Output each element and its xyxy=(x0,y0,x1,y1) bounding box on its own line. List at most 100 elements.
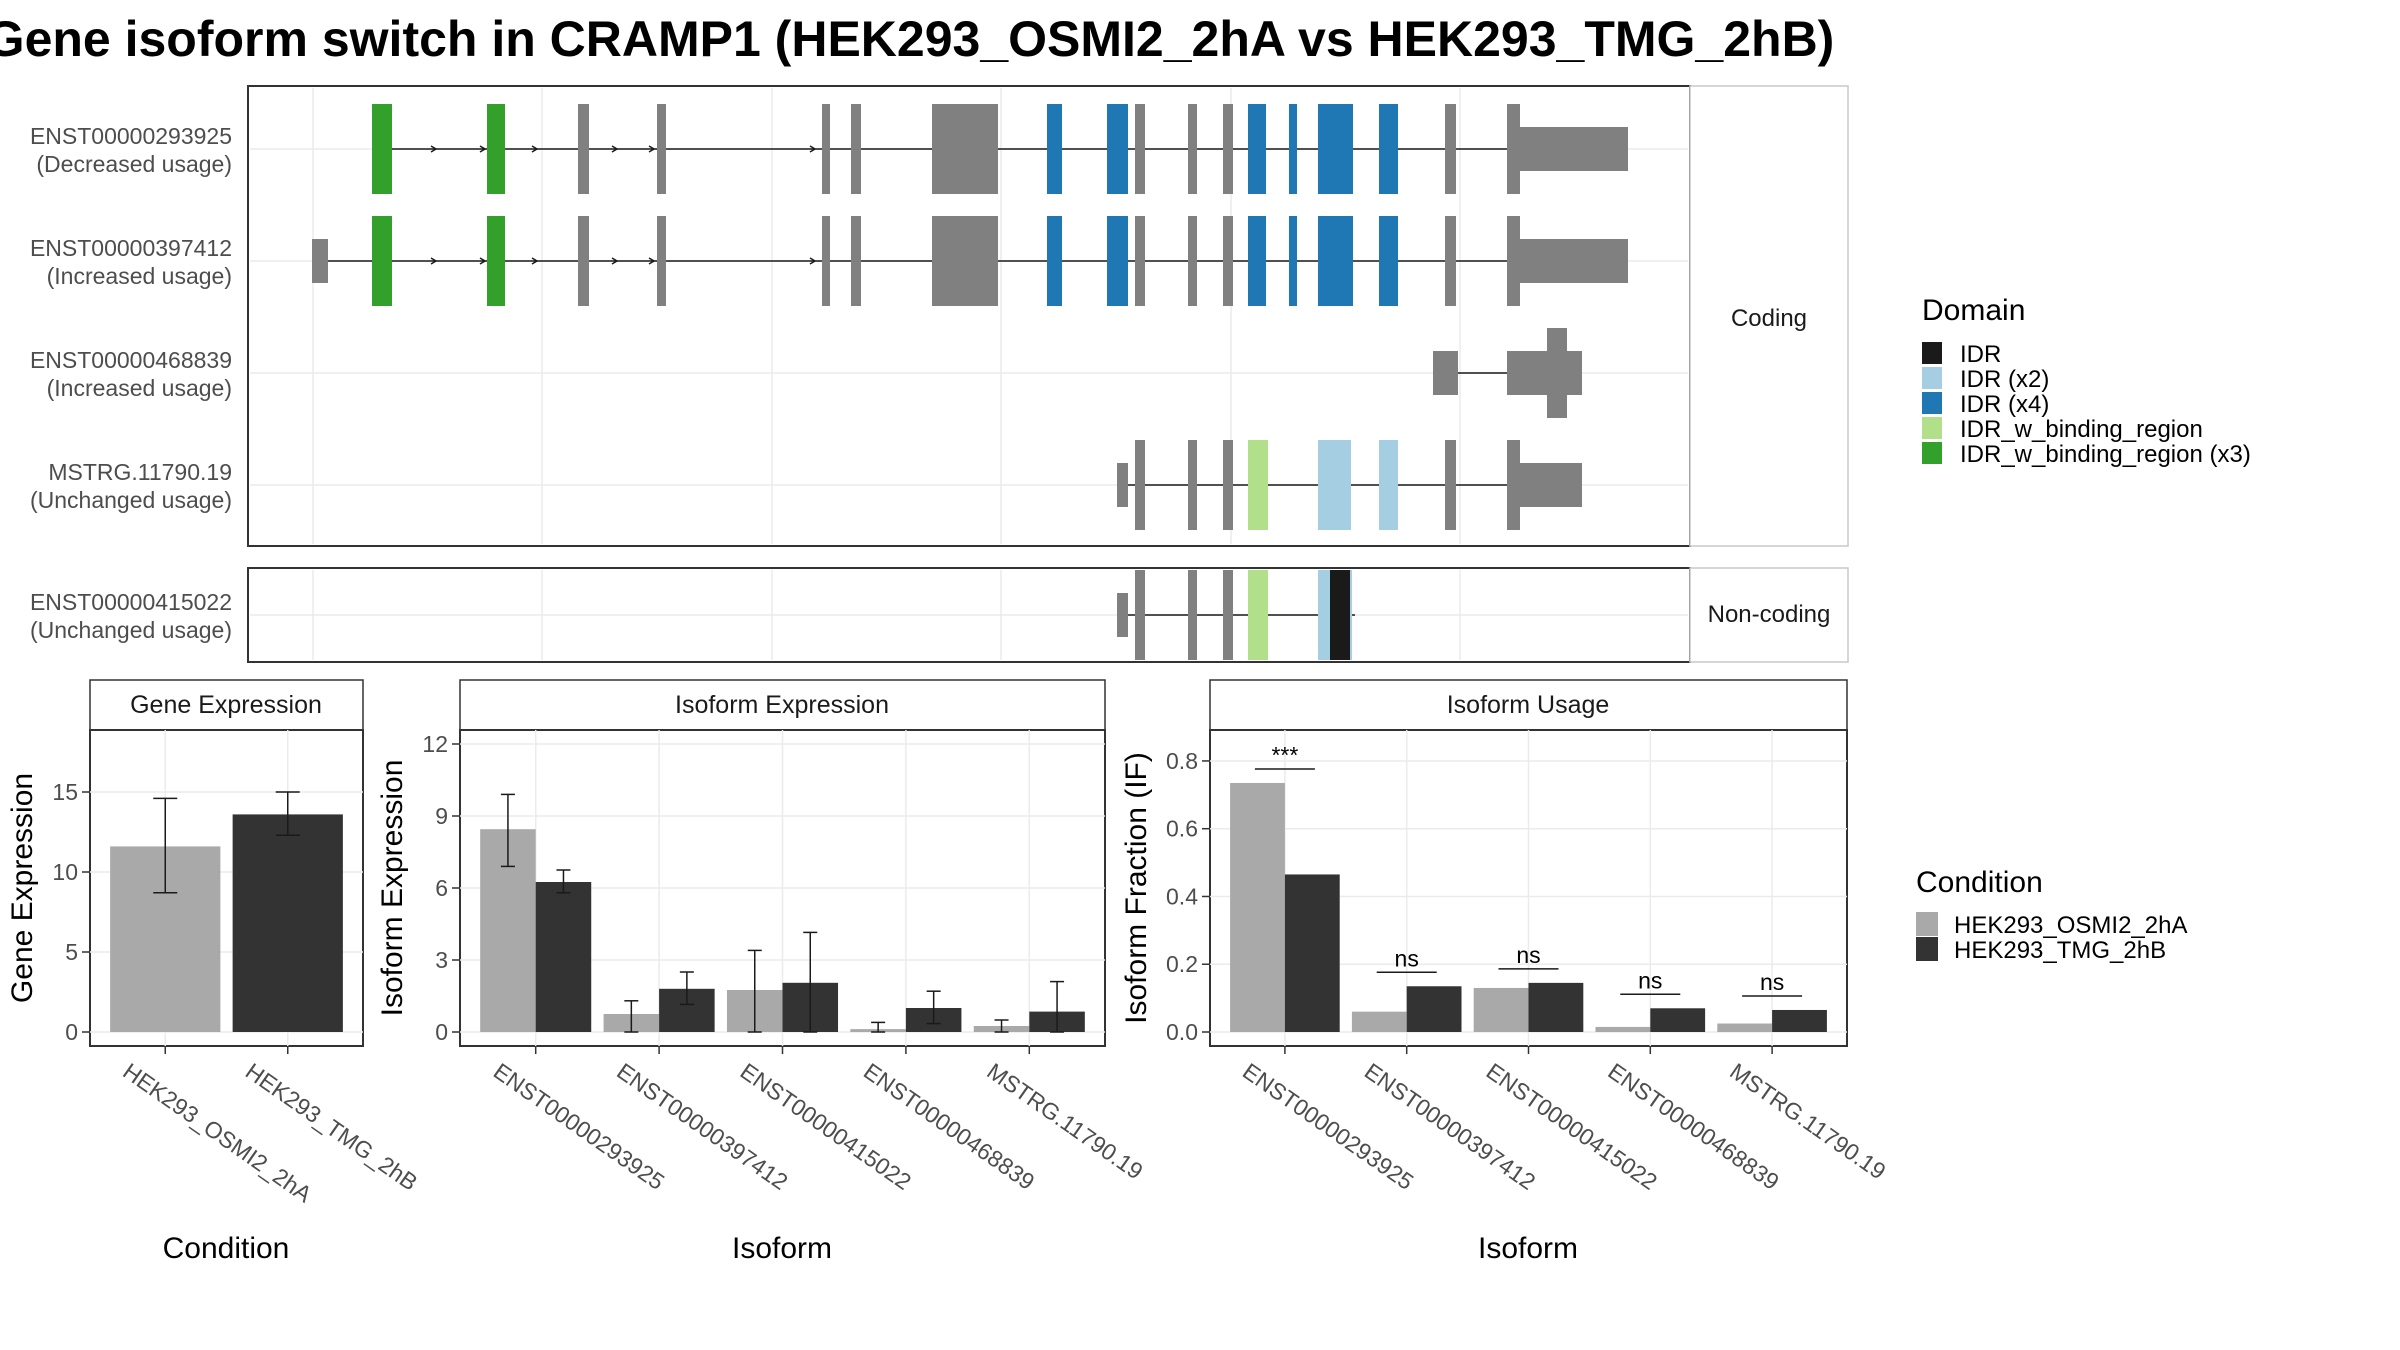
exon-coding xyxy=(1547,328,1567,418)
strand-arrow xyxy=(479,257,487,265)
exon-coding xyxy=(1135,570,1145,660)
isoform-expression-xlabel: Isoform xyxy=(732,1232,832,1265)
gene-expression-panel: Gene Expression 051015HEK293_OSMI2_2hAHE… xyxy=(6,679,422,1265)
transcript-ENST00000415022 xyxy=(1117,570,1355,660)
exon-coding xyxy=(822,216,830,306)
exon-domain-idr-w-binding-region-x3 xyxy=(372,216,392,306)
exon-coding xyxy=(1223,104,1233,194)
significance-label-3: ns xyxy=(1638,967,1662,993)
condition-legend-label-a: HEK293_OSMI2_2hA xyxy=(1954,912,2187,939)
errorbar-0-0 xyxy=(500,793,515,868)
strand-arrow xyxy=(648,257,656,265)
isoform-expression-strip xyxy=(459,679,1106,731)
transcript-ENST00000293925 xyxy=(372,104,1628,194)
exon-domain-idr-x4 xyxy=(1289,216,1297,306)
exon-coding xyxy=(1135,104,1145,194)
strand-arrow xyxy=(531,257,539,265)
bar-0-3 xyxy=(1595,1026,1651,1032)
exon-coding xyxy=(1507,440,1520,530)
exon-domain-idr-w-binding-region-x3 xyxy=(487,216,505,306)
ytick-label-0: 0 xyxy=(65,1019,78,1045)
domain-legend-key-idr-x4 xyxy=(1922,392,1942,414)
domain-legend-key-idr xyxy=(1922,342,1942,364)
bar-1-1 xyxy=(1406,986,1462,1032)
isoform-expression-marks xyxy=(480,793,1085,1033)
significance-label-4: ns xyxy=(1760,969,1784,995)
isoform-usage-title: Isoform Usage xyxy=(1447,691,1610,719)
facet-strip-coding xyxy=(1689,85,1849,547)
bar-1-0 xyxy=(1284,874,1340,1032)
errorbar-1-4 xyxy=(1050,980,1065,1033)
condition-legend: Condition HEK293_OSMI2_2hA HEK293_TMG_2h… xyxy=(1916,866,2187,964)
errorbar-1-2 xyxy=(803,931,818,1033)
exon-coding xyxy=(932,216,998,306)
isoform-label-id-0: ENST00000293925 xyxy=(30,123,232,149)
exon-coding xyxy=(1507,104,1520,194)
isoform-row-labels: ENST00000293925 (Decreased usage) ENST00… xyxy=(30,123,232,643)
transcript-ENST00000397412 xyxy=(312,216,1628,306)
strand-arrow xyxy=(809,145,817,153)
gene-expression-title: Gene Expression xyxy=(130,691,322,719)
exon-coding xyxy=(1188,570,1197,660)
exon-coding xyxy=(1445,440,1456,530)
exon-utr xyxy=(1507,351,1582,395)
exon-domain-idr-x2 xyxy=(1318,440,1351,530)
errorbar-0-1 xyxy=(275,791,300,836)
exon-utr xyxy=(1117,463,1128,507)
exon-domain-idr-x4 xyxy=(1107,216,1128,306)
bar-0-1 xyxy=(1351,1011,1407,1032)
bar-0-2 xyxy=(1473,987,1529,1032)
plot-title: Gene isoform switch in CRAMP1 (HEK293_OS… xyxy=(0,11,1834,67)
significance-label-0: *** xyxy=(1271,742,1298,768)
exon-domain-idr-x4 xyxy=(1047,104,1062,194)
ytick-label-3: 0.6 xyxy=(1166,816,1198,842)
exon-coding xyxy=(657,104,666,194)
bar-0-1 xyxy=(232,814,343,1032)
structure-panel-noncoding: Non-coding xyxy=(247,567,1849,663)
facet-label-noncoding: Non-coding xyxy=(1708,601,1831,628)
isoform-label-usage-1: (Increased usage) xyxy=(47,263,232,289)
isoform-usage-ylabel: Isoform Fraction (IF) xyxy=(1120,752,1153,1024)
exon-coding xyxy=(1135,216,1145,306)
ytick-label-1: 5 xyxy=(65,939,78,965)
exon-coding xyxy=(578,104,589,194)
exon-coding xyxy=(1445,216,1456,306)
exon-utr xyxy=(1117,593,1128,637)
gene-expression-xlabel: Condition xyxy=(163,1232,290,1265)
isoform-label-id-4: ENST00000415022 xyxy=(30,589,232,615)
ytick-label-3: 9 xyxy=(435,803,448,829)
structure-panel-coding: Coding xyxy=(247,85,1849,547)
condition-legend-title: Condition xyxy=(1916,866,2043,899)
exon-coding xyxy=(822,104,830,194)
isoform-label-usage-4: (Unchanged usage) xyxy=(30,617,232,643)
facet-label-coding: Coding xyxy=(1731,305,1807,332)
domain-legend-key-idr-binding xyxy=(1922,417,1942,439)
ytick-label-1: 0.2 xyxy=(1166,951,1198,977)
isoform-expression-ylabel: Isoform Expression xyxy=(376,760,409,1017)
isoform-usage-panel: Isoform Usage 0.00.20.40.60.8ENST0000029… xyxy=(1120,679,1891,1265)
exon-coding xyxy=(1223,570,1233,660)
ytick-label-4: 12 xyxy=(422,731,448,757)
exon-coding xyxy=(1188,440,1197,530)
strand-arrow xyxy=(809,257,817,265)
exon-coding xyxy=(851,216,861,306)
domain-legend-label-idr-x2: IDR (x2) xyxy=(1960,366,2049,393)
gene-expression-ylabel: Gene Expression xyxy=(6,773,39,1003)
noncoding-gridlines xyxy=(250,570,1688,660)
errorbar-1-0 xyxy=(556,869,571,894)
strand-arrow xyxy=(611,257,619,265)
significance-label-2: ns xyxy=(1516,942,1540,968)
errorbar-0-1 xyxy=(624,1000,639,1033)
exon-coding xyxy=(1507,216,1520,306)
errorbar-0-4 xyxy=(994,1019,1009,1033)
significance-label-1: ns xyxy=(1395,945,1419,971)
errorbar-1-3 xyxy=(926,990,941,1025)
coding-transcript-tracks xyxy=(312,104,1628,530)
ytick-label-2: 10 xyxy=(52,859,78,885)
strand-arrow xyxy=(648,145,656,153)
exon-domain-idr-x4 xyxy=(1318,104,1353,194)
domain-legend-label-idr-x4: IDR (x4) xyxy=(1960,391,2049,418)
isoform-expression-panel: Isoform Expression 036912ENST00000293925… xyxy=(376,679,1148,1265)
exon-domain-idr-x4 xyxy=(1107,104,1128,194)
